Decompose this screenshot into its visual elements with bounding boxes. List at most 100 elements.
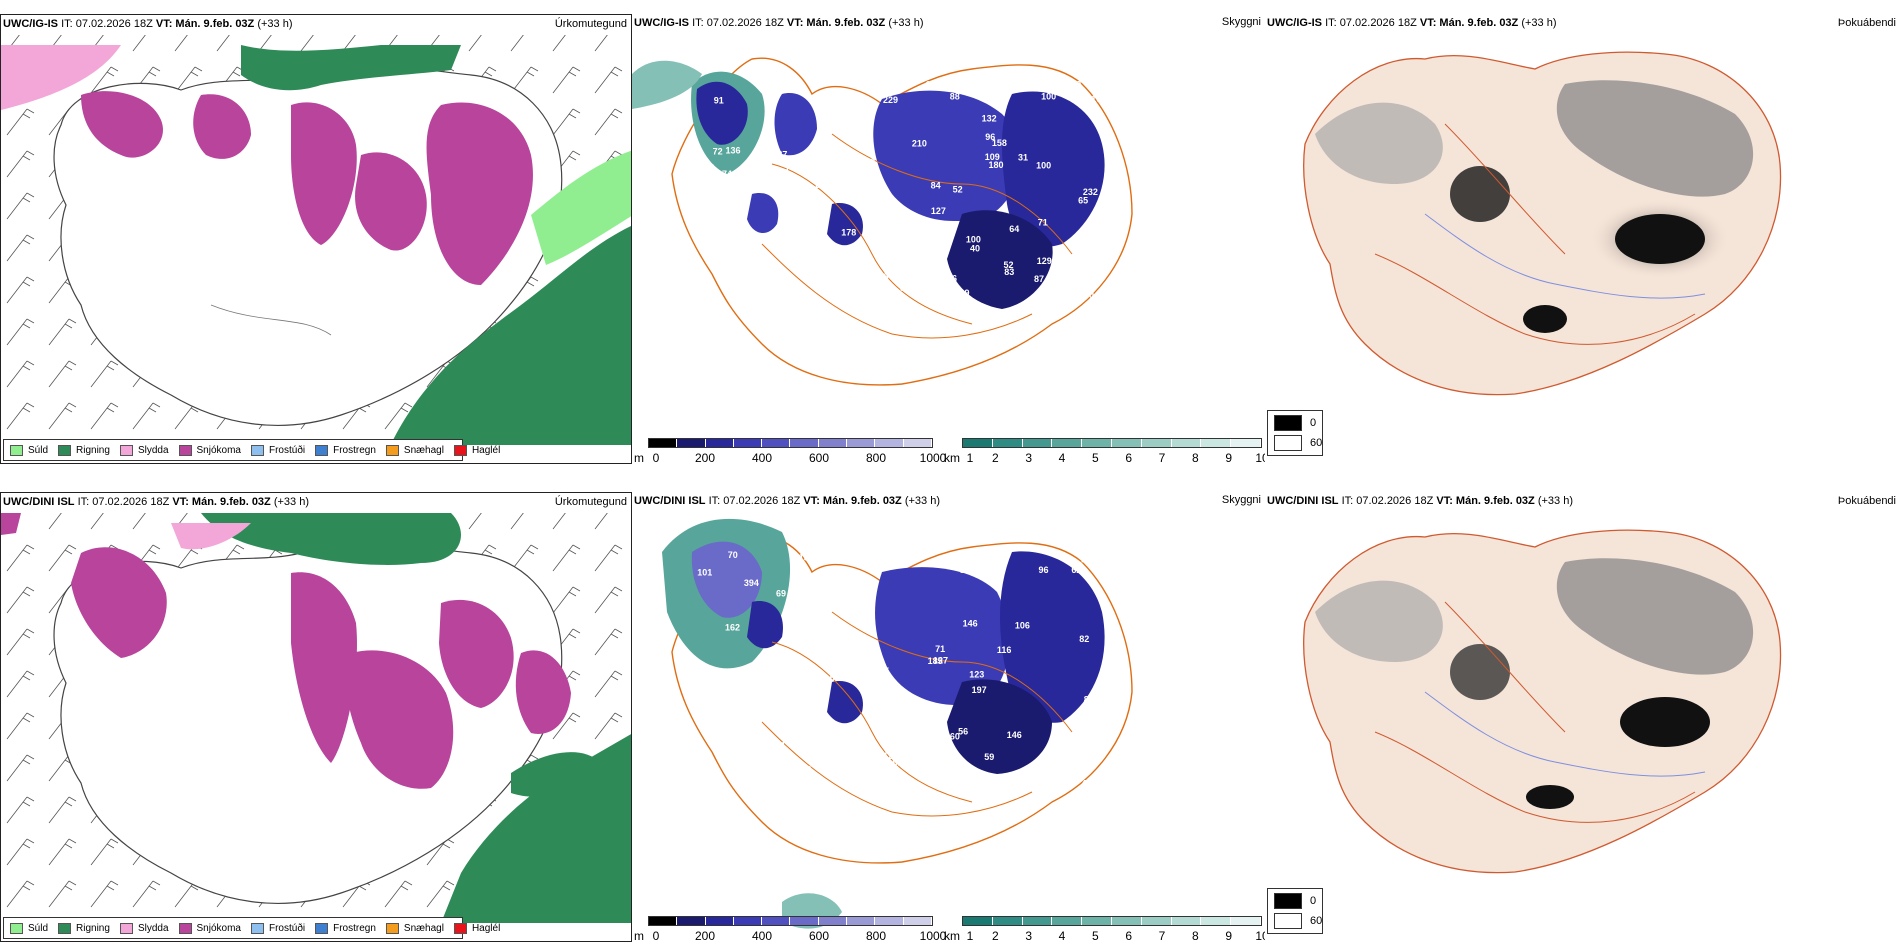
visibility-m-tick-label: 600 [808, 929, 830, 942]
visibility-value-label: 102 [741, 258, 756, 268]
visibility-value-label: 52 [953, 185, 963, 195]
visibility-m-tick-label: 800 [865, 929, 887, 942]
visibility-value-label: 95 [1069, 91, 1079, 101]
visibility-value-label: 66 [1092, 730, 1102, 740]
visibility-value-label: 60 [950, 732, 960, 742]
visibility-value-label: 62 [1071, 565, 1081, 575]
visibility-value-label: 58 [830, 673, 840, 683]
visibility-value-label: 170 [831, 87, 846, 97]
visibility-value-label: 134 [770, 740, 785, 750]
visibility-value-label: 185 [928, 656, 943, 666]
visibility-value-label: 167 [807, 671, 822, 681]
visibility-m-tick-label: 400 [751, 451, 773, 464]
visibility-value-label: 394 [744, 578, 759, 588]
visibility-value-label: 114 [817, 306, 832, 316]
legend-item: Súld [10, 922, 48, 934]
visibility-value-label: 89 [876, 241, 886, 251]
precip-type-map [1, 35, 631, 455]
visibility-value-label: 84 [886, 718, 896, 728]
visibility-km-colorbar: km 12345678910 [944, 916, 1265, 942]
visibility-m-tick-label: 800 [865, 451, 887, 464]
visibility-value-label: 89 [865, 157, 875, 167]
visibility-value-label: 55 [900, 283, 910, 293]
visibility-value-label: 165 [1091, 94, 1106, 104]
visibility-value-label: 98 [801, 765, 811, 775]
panel-header: UWC/IG-IS IT: 07.02.2026 18Z VT: Mán. 9.… [3, 18, 293, 30]
legend-item: Slydda [119, 444, 169, 456]
legend-item: Frostregn [315, 444, 376, 456]
visibility-km-tick-label: 6 [1125, 451, 1132, 464]
visibility-km-tick-label: 7 [1158, 451, 1166, 464]
visibility-value-label: 146 [963, 619, 978, 629]
visibility-m-tick-label: 200 [694, 929, 716, 942]
precip-type-legend: Súld Rigning Slydda Snjókoma Frostúði Fr… [3, 917, 500, 939]
visibility-map: 129 118 51 137 31 136 65 126 132 221 102 72 73 43 180 5… [632, 57, 1133, 386]
fog-index-legend: 0 60 [1267, 410, 1323, 456]
visibility-value-label: 80 [1084, 290, 1094, 300]
visibility-m-tick-label: 600 [808, 451, 830, 464]
visibility-value-label: 132 [872, 211, 887, 221]
visibility-value-label: 51 [788, 253, 798, 263]
visibility-value-label: 187 [941, 783, 956, 793]
visibility-value-label: 57 [1032, 80, 1042, 90]
visibility-km-tick-label: 10 [1255, 451, 1265, 464]
visibility-value-label: 126 [814, 180, 829, 190]
fog-index-map [1303, 529, 1782, 874]
visibility-value-label: 87 [1034, 274, 1044, 284]
visibility-value-label: 59 [1081, 555, 1091, 565]
visibility-value-label: 156 [764, 691, 779, 701]
precip-type-panel-top: UWC/IG-IS IT: 07.02.2026 18Z VT: Mán. 9.… [0, 14, 632, 464]
legend-item: Snæhagl [385, 444, 444, 456]
panel-header: UWC/DINI ISL IT: 07.02.2026 18Z VT: Mán.… [634, 495, 941, 507]
visibility-value-label: 228 [841, 777, 856, 787]
precip-type-legend: Súld Rigning Slydda Snjókoma Frostúði Fr… [3, 439, 500, 461]
visibility-value-label: 104 [805, 590, 820, 600]
legend-item: Rigning [58, 922, 110, 934]
visibility-value-label: 229 [883, 95, 898, 105]
legend-item: Snjókoma [178, 922, 241, 934]
visibility-value-label: 70 [728, 550, 738, 560]
visibility-km-tick-label: 9 [1225, 929, 1232, 942]
visibility-value-label: 162 [725, 622, 740, 632]
visibility-value-label: 118 [814, 96, 829, 106]
visibility-value-label: 137 [772, 150, 787, 160]
visibility-value-label: 158 [992, 138, 1007, 148]
visibility-panel-bottom: UWC/DINI ISL IT: 07.02.2026 18Z VT: Mán.… [632, 492, 1265, 942]
visibility-m-tick-label: 0 [652, 451, 660, 464]
visibility-value-label: 188 [776, 191, 791, 201]
field-title: Þokuábendi [1837, 495, 1896, 507]
visibility-value-label: 84 [853, 615, 863, 625]
visibility-value-label: 221 [797, 266, 812, 276]
visibility-km-tick-label: 4 [1058, 451, 1066, 464]
visibility-value-label: 187 [879, 272, 894, 282]
legend-item: Frostúði [250, 444, 305, 456]
visibility-km-tick-label: 3 [1025, 929, 1032, 942]
visibility-value-label: 109 [985, 152, 1000, 162]
visibility-km-colorbar: km 12345678910 [944, 438, 1265, 464]
visibility-value-label: 69 [776, 588, 786, 598]
visibility-km-tick-label: 10 [1255, 929, 1265, 942]
visibility-value-label: 133 [926, 80, 941, 90]
field-title: Úrkomutegund [554, 496, 627, 508]
legend-item: Frostregn [315, 922, 376, 934]
visibility-value-label: 166 [920, 228, 935, 238]
visibility-value-label: 96 [1038, 565, 1048, 575]
visibility-value-label: 108 [847, 663, 862, 673]
panel-header: UWC/DINI ISL IT: 07.02.2026 18Z VT: Mán.… [1267, 495, 1574, 507]
visibility-value-label: 84 [931, 181, 941, 191]
visibility-value-label: 132 [799, 553, 814, 563]
visibility-m-colorbar: m 0 200 400 600 800 1000 [634, 438, 946, 464]
visibility-km-tick-label: 7 [1158, 929, 1166, 942]
visibility-value-label: 100 [966, 235, 981, 245]
visibility-map: 228 187 98 59 132 394 167 154 52 84 96 55 108 78 80 185… [662, 518, 1133, 929]
field-title: Úrkomutegund [554, 18, 627, 30]
visibility-km-tick-label: 2 [991, 451, 999, 464]
fog-index-map [1303, 51, 1782, 396]
visibility-value-label: 56 [958, 727, 968, 737]
precip-type-panel-bottom: UWC/DINI ISL IT: 07.02.2026 18Z VT: Mán.… [0, 492, 632, 942]
visibility-value-label: 180 [988, 160, 1003, 170]
visibility-value-label: 232 [1083, 187, 1098, 197]
visibility-value-label: 100 [1036, 161, 1051, 171]
visibility-value-label: 103 [936, 232, 951, 242]
visibility-value-label: 60 [818, 284, 828, 294]
